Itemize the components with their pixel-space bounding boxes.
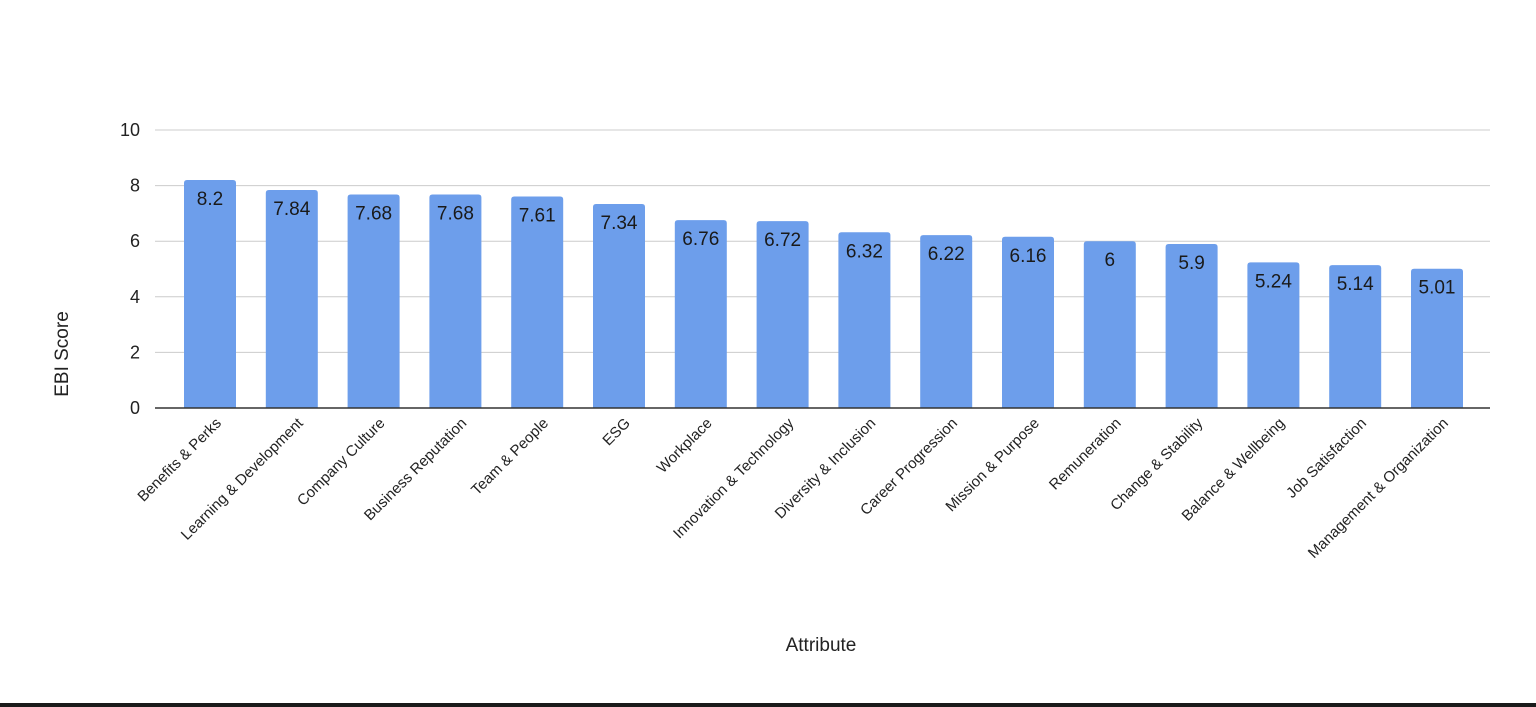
- data-label: 8.2: [197, 189, 223, 210]
- x-tick-label: Job Satisfaction: [1283, 415, 1370, 502]
- data-label: 6.16: [1010, 246, 1047, 267]
- bar: [347, 194, 400, 408]
- data-label: 6.32: [846, 241, 883, 262]
- y-tick-label: 2: [130, 342, 140, 362]
- y-tick-label: 6: [130, 231, 140, 251]
- y-tick-label: 0: [130, 398, 140, 418]
- bar: [756, 221, 809, 408]
- bar: [1411, 268, 1463, 408]
- bar: [511, 196, 564, 408]
- bar: [1165, 243, 1218, 408]
- bar: [265, 190, 318, 408]
- x-tick-label: Benefits & Perks: [134, 415, 224, 505]
- bar: [1329, 265, 1382, 408]
- data-label: 7.68: [437, 203, 474, 224]
- x-tick-label: Company Culture: [294, 415, 389, 510]
- data-label: 7.84: [273, 199, 310, 220]
- bottom-border: [0, 703, 1536, 707]
- x-tick-label: Workplace: [654, 415, 716, 477]
- data-label: 5.14: [1337, 274, 1374, 295]
- bars: [184, 180, 1463, 408]
- y-tick-label: 10: [120, 120, 140, 140]
- data-label: 5.01: [1419, 278, 1456, 299]
- data-label: 5.24: [1255, 271, 1292, 292]
- bar: [838, 232, 891, 408]
- y-axis-title: EBI Score: [52, 311, 73, 397]
- bar: [674, 220, 727, 408]
- data-label: 5.9: [1178, 253, 1204, 274]
- x-tick-label: Remuneration: [1046, 415, 1125, 494]
- data-label: 7.34: [601, 213, 638, 234]
- bar: [429, 194, 482, 408]
- data-label: 7.61: [519, 205, 556, 226]
- x-tick-label: Management & Organization: [1305, 415, 1452, 562]
- data-labels: 8.2 7.84 7.68 7.68 7.61 7.34 6.76 6.72 6.32 6.22 6…: [197, 189, 1456, 299]
- data-label: 6.72: [764, 230, 801, 251]
- x-tick-label: ESG: [599, 415, 633, 449]
- y-tick-label: 8: [130, 176, 140, 196]
- x-tick-label: Team & People: [468, 415, 552, 499]
- data-label: 6.76: [682, 229, 719, 250]
- data-label: 6: [1105, 250, 1116, 271]
- y-tick-label: 4: [130, 287, 140, 307]
- bar: [1083, 241, 1136, 408]
- bar: [1002, 236, 1054, 408]
- x-axis-title: Attribute: [786, 635, 857, 656]
- bar: [920, 235, 973, 408]
- y-tick-labels: 0 2 4 6 8 10: [120, 120, 140, 418]
- data-label: 6.22: [928, 244, 965, 265]
- bar: [184, 180, 236, 408]
- bar: [593, 203, 645, 408]
- data-label: 7.68: [355, 203, 392, 224]
- bar: [1247, 262, 1300, 408]
